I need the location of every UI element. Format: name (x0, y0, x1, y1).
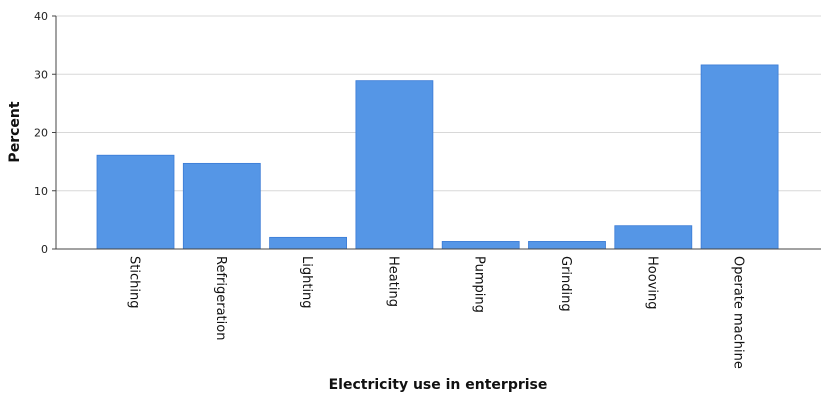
y-tick-label: 40 (34, 10, 48, 23)
x-tick-label: Stiching (127, 256, 142, 308)
y-tick-label: 20 (34, 127, 48, 140)
x-axis-title: Electricity use in enterprise (329, 377, 548, 393)
x-tick-label: Refrigeration (213, 256, 228, 340)
x-tick-label: Operate machine (731, 256, 746, 369)
x-tick-label: Heating (385, 256, 400, 307)
y-axis-title: Percent (7, 101, 23, 162)
gridlines (56, 15, 821, 192)
bar-hooving (614, 225, 693, 250)
y-tick-label: 0 (41, 243, 48, 256)
bar-pumping (441, 241, 520, 250)
bar-heating (355, 80, 434, 250)
y-tick-labels: 0 10 20 30 40 (34, 10, 56, 256)
x-tick-label: Grinding (558, 256, 573, 312)
bar-grinding (528, 241, 606, 250)
bar-stiching (96, 154, 175, 250)
bar-lighting (269, 236, 348, 250)
x-tick-label: Pumping (472, 256, 487, 313)
bars (96, 64, 779, 250)
x-tick-label: Hooving (644, 256, 659, 309)
y-tick-label: 10 (34, 185, 48, 198)
x-tick-labels: Stiching Refrigeration Lighting Heating Pump… (127, 256, 746, 369)
y-tick-label: 30 (34, 68, 48, 81)
bar-operate-machine (700, 64, 779, 250)
x-tick-label: Lighting (299, 256, 314, 309)
bar-refrigeration (182, 162, 261, 250)
